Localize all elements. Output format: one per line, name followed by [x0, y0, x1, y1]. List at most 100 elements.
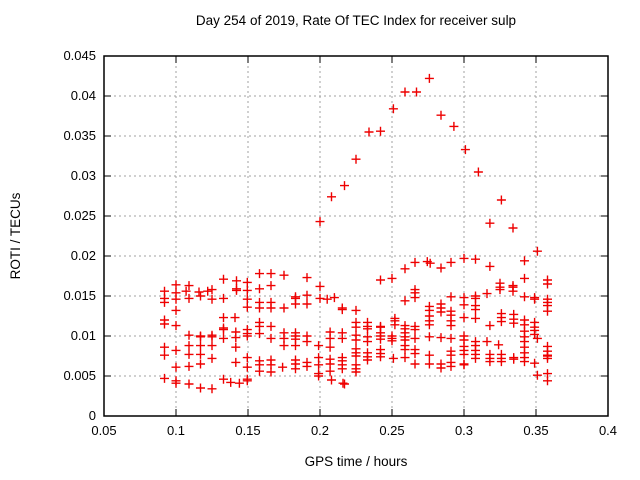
data-point — [459, 313, 469, 323]
data-point — [255, 366, 264, 376]
data-point — [207, 341, 217, 351]
data-point — [232, 276, 241, 286]
data-point — [410, 325, 420, 335]
data-point — [400, 353, 410, 363]
data-point — [230, 313, 240, 323]
data-point — [496, 357, 506, 367]
data-point — [226, 377, 236, 387]
x-tick-label: 0.4 — [598, 423, 618, 438]
data-point — [266, 367, 276, 377]
data-point — [520, 273, 529, 283]
data-point — [327, 192, 336, 202]
plot-border — [103, 55, 609, 417]
data-point — [436, 333, 446, 343]
data-point — [302, 273, 312, 283]
data-point — [446, 361, 456, 371]
data-point — [387, 273, 397, 283]
data-point — [351, 154, 361, 164]
data-point — [291, 341, 300, 351]
x-tick-label: 0.35 — [523, 423, 549, 438]
data-point — [495, 285, 505, 295]
data-point — [424, 359, 434, 369]
data-point — [425, 258, 435, 268]
data-point — [325, 333, 335, 343]
data-point — [219, 325, 228, 335]
data-point — [436, 363, 446, 373]
data-point — [410, 293, 420, 303]
data-point — [327, 375, 336, 385]
data-point — [207, 332, 217, 342]
data-point — [494, 340, 504, 350]
data-point — [376, 126, 385, 136]
data-point — [471, 353, 480, 363]
data-point — [436, 263, 446, 273]
data-point — [160, 319, 169, 329]
data-point — [532, 246, 542, 256]
data-point — [160, 342, 169, 352]
data-point — [340, 181, 349, 191]
data-point — [231, 357, 241, 367]
data-point — [485, 218, 495, 228]
x-tick-label: 0.05 — [91, 423, 117, 438]
data-point — [471, 305, 480, 315]
data-point — [485, 357, 495, 367]
data-point — [532, 333, 542, 343]
x-tick-label: 0.2 — [310, 423, 330, 438]
y-axis-label: ROTI / TECUs — [8, 192, 23, 280]
data-point — [387, 336, 397, 346]
data-point — [508, 223, 518, 233]
data-point — [543, 353, 552, 363]
data-point — [410, 333, 420, 343]
data-point — [207, 285, 217, 295]
data-point — [338, 378, 348, 388]
data-point — [473, 167, 483, 177]
y-tick-label: 0.04 — [70, 88, 96, 103]
data-point — [242, 376, 252, 386]
data-point — [302, 337, 312, 347]
data-point — [424, 332, 434, 342]
x-tick-label: 0.3 — [454, 423, 474, 438]
data-point — [266, 303, 276, 313]
data-point — [446, 292, 456, 302]
data-point — [337, 305, 347, 315]
data-point — [424, 320, 434, 330]
data-point — [196, 349, 205, 359]
data-point — [266, 333, 276, 343]
data-point — [520, 256, 529, 266]
data-point — [196, 383, 205, 393]
y-tick-label: 0.015 — [63, 288, 96, 303]
data-point — [242, 277, 252, 287]
data-point — [508, 286, 518, 296]
data-point — [424, 350, 434, 360]
data-point — [530, 358, 540, 368]
data-point — [242, 302, 252, 312]
data-point — [351, 335, 361, 345]
data-point — [291, 299, 300, 309]
data-point — [160, 350, 169, 360]
data-point — [459, 349, 469, 359]
data-point — [184, 293, 194, 303]
data-point — [390, 320, 400, 330]
x-axis-label: GPS time / hours — [304, 454, 408, 469]
y-tick-label: 0.035 — [63, 128, 96, 143]
data-point — [196, 359, 205, 369]
data-point — [400, 264, 410, 274]
data-point — [530, 294, 540, 304]
data-point — [196, 332, 205, 342]
data-point — [412, 87, 421, 97]
chart-title: Day 254 of 2019, Rate Of TEC Index for r… — [195, 13, 517, 28]
data-point — [436, 307, 446, 317]
data-point — [242, 294, 252, 304]
data-point — [231, 342, 241, 352]
data-point — [219, 293, 228, 303]
data-point — [363, 355, 372, 365]
data-point — [255, 303, 264, 313]
data-point — [184, 341, 194, 351]
data-point — [351, 305, 361, 315]
data-point — [485, 261, 495, 271]
data-point — [302, 361, 312, 371]
data-point — [171, 378, 181, 388]
data-point — [496, 317, 506, 327]
